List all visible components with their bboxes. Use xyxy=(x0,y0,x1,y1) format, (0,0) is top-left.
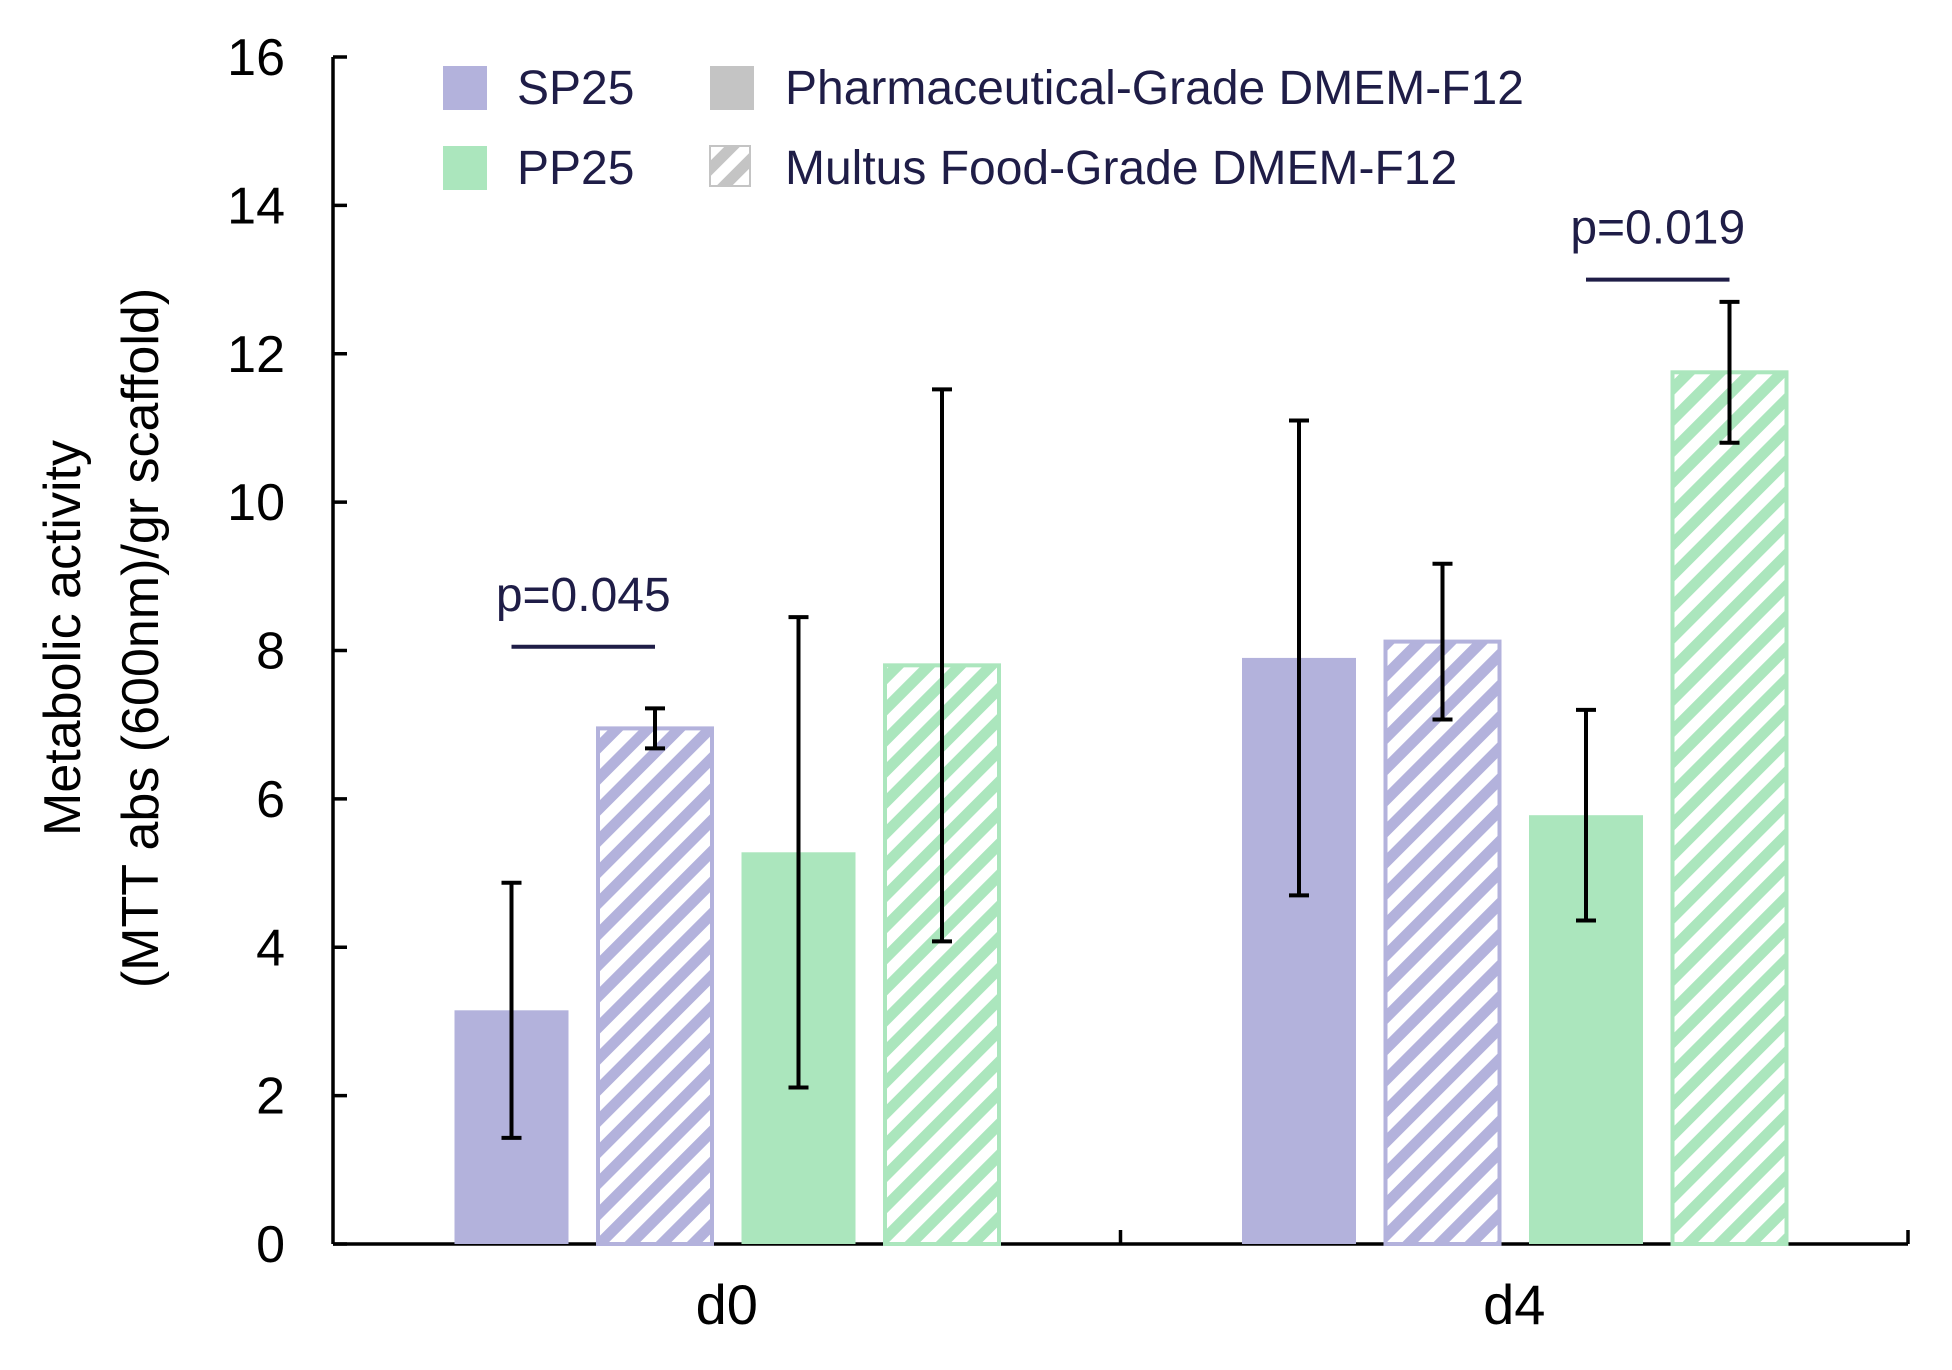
y-tick-label: 10 xyxy=(227,474,285,532)
legend-swatch xyxy=(443,146,487,190)
y-tick-label: 14 xyxy=(227,177,285,235)
legend-label: Multus Food-Grade DMEM-F12 xyxy=(785,142,1457,195)
y-tick-label: 4 xyxy=(256,919,285,977)
p-value-label: p=0.045 xyxy=(496,569,671,622)
x-tick-label: d4 xyxy=(1483,1273,1545,1336)
y-tick-label: 6 xyxy=(256,771,285,829)
p-value-label: p=0.019 xyxy=(1570,202,1745,255)
y-tick-label: 0 xyxy=(256,1216,285,1274)
y-axis-label-line2: (MTT abs (600nm)/gr scaffold) xyxy=(112,288,170,988)
y-tick-label: 2 xyxy=(256,1068,285,1126)
legend-label: PP25 xyxy=(517,142,634,195)
y-tick-label: 8 xyxy=(256,623,285,681)
error-bars xyxy=(501,299,1740,1140)
x-tick-label: d0 xyxy=(696,1273,758,1336)
legend-swatch xyxy=(710,66,754,110)
y-tick-label: 12 xyxy=(227,326,285,384)
bar xyxy=(1670,370,1789,1246)
bar xyxy=(1383,639,1502,1246)
legend-swatch xyxy=(709,145,751,187)
legend: SP25 PP25 Pharmaceutical-Grade DMEM-F12 Mul… xyxy=(443,62,1524,195)
legend-label: SP25 xyxy=(517,62,634,115)
y-axis: 0 2 4 6 8 10 12 14 16 xyxy=(227,29,347,1274)
y-tick-label: 16 xyxy=(227,29,285,87)
y-axis-label-line1: Metabolic activity xyxy=(34,440,92,836)
legend-label: Pharmaceutical-Grade DMEM-F12 xyxy=(785,62,1524,115)
bar xyxy=(596,726,714,1246)
x-axis: d0 d4 xyxy=(333,1230,1910,1336)
annotations: p=0.045 p=0.019 xyxy=(496,202,1745,649)
legend-swatch xyxy=(443,66,487,110)
